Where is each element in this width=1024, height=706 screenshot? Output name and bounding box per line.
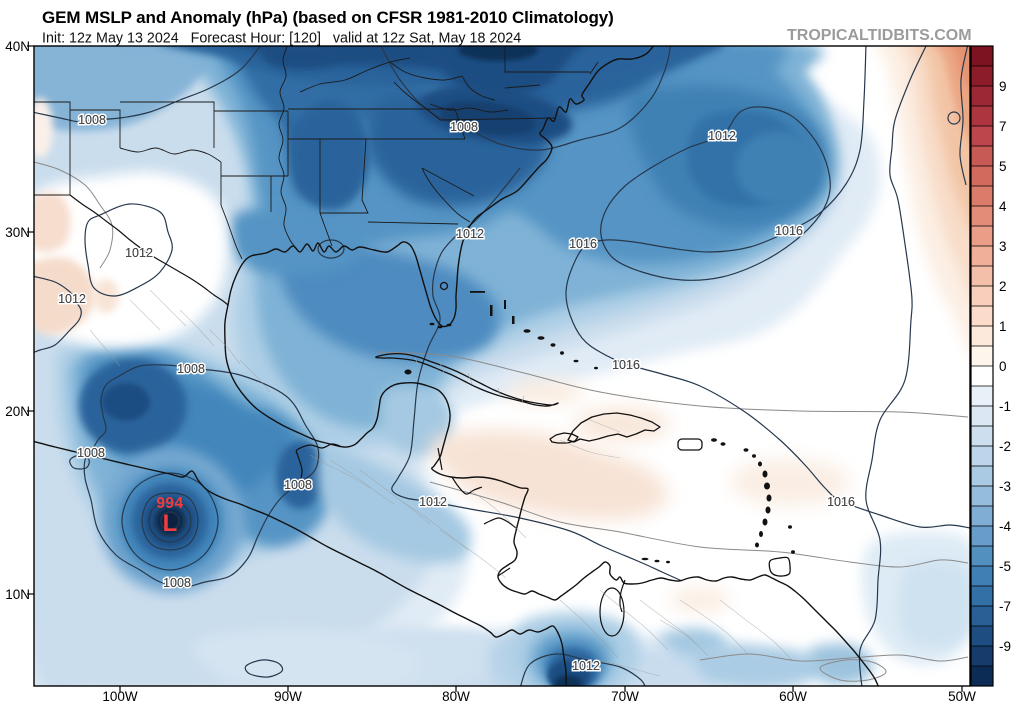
svg-text:1: 1 (999, 319, 1007, 334)
svg-text:1008: 1008 (450, 120, 478, 134)
svg-text:7: 7 (999, 119, 1007, 134)
svg-text:-1: -1 (999, 399, 1011, 414)
svg-text:1008: 1008 (177, 362, 205, 376)
svg-text:1012: 1012 (708, 129, 736, 143)
svg-text:1008: 1008 (163, 576, 191, 590)
svg-text:1008: 1008 (284, 478, 312, 492)
svg-text:1008: 1008 (284, 478, 312, 492)
svg-text:1012: 1012 (58, 292, 86, 306)
svg-text:50W: 50W (948, 689, 976, 704)
svg-text:20N: 20N (5, 404, 30, 419)
svg-text:1016: 1016 (827, 495, 855, 509)
svg-text:-9: -9 (999, 639, 1011, 654)
svg-text:-3: -3 (999, 479, 1011, 494)
svg-text:L: L (163, 510, 178, 537)
svg-text:-5: -5 (999, 559, 1011, 574)
svg-text:40N: 40N (5, 39, 30, 54)
svg-text:1008: 1008 (77, 446, 105, 460)
svg-text:1008: 1008 (78, 113, 106, 127)
svg-text:2: 2 (999, 279, 1007, 294)
svg-text:1016: 1016 (775, 224, 803, 238)
svg-text:30N: 30N (5, 225, 30, 240)
svg-text:-2: -2 (999, 439, 1011, 454)
svg-text:1012: 1012 (708, 129, 736, 143)
svg-text:1008: 1008 (77, 446, 105, 460)
svg-text:1016: 1016 (775, 224, 803, 238)
svg-text:1012: 1012 (572, 659, 600, 673)
svg-text:4: 4 (999, 199, 1007, 214)
svg-text:0: 0 (999, 359, 1007, 374)
svg-text:1012: 1012 (125, 246, 153, 260)
svg-text:100W: 100W (102, 689, 138, 704)
svg-text:1016: 1016 (569, 237, 597, 251)
svg-text:60W: 60W (779, 689, 807, 704)
svg-text:1008: 1008 (163, 576, 191, 590)
svg-text:1012: 1012 (419, 495, 447, 509)
svg-text:9: 9 (999, 79, 1007, 94)
svg-text:1008: 1008 (450, 120, 478, 134)
svg-text:1012: 1012 (125, 246, 153, 260)
svg-text:1016: 1016 (569, 237, 597, 251)
svg-text:1012: 1012 (58, 292, 86, 306)
svg-text:-7: -7 (999, 599, 1011, 614)
svg-text:5: 5 (999, 159, 1007, 174)
svg-text:3: 3 (999, 239, 1007, 254)
svg-text:90W: 90W (274, 689, 302, 704)
svg-text:TROPICALTIDBITS.COM: TROPICALTIDBITS.COM (787, 27, 972, 44)
svg-text:1016: 1016 (612, 358, 640, 372)
svg-text:-4: -4 (999, 519, 1011, 534)
svg-text:80W: 80W (442, 689, 470, 704)
svg-text:1012: 1012 (419, 495, 447, 509)
svg-text:Init: 12z May 13 2024 Foreca: Init: 12z May 13 2024 Forecast Hour: [12… (42, 31, 521, 47)
svg-text:1016: 1016 (827, 495, 855, 509)
svg-text:1012: 1012 (456, 227, 484, 241)
svg-text:1012: 1012 (456, 227, 484, 241)
svg-text:1016: 1016 (612, 358, 640, 372)
svg-text:994: 994 (156, 495, 183, 512)
svg-text:1008: 1008 (78, 113, 106, 127)
svg-text:1012: 1012 (572, 659, 600, 673)
svg-text:10N: 10N (5, 587, 30, 602)
svg-text:1008: 1008 (177, 362, 205, 376)
svg-text:GEM MSLP and Anomaly (hPa) (ba: GEM MSLP and Anomaly (hPa) (based on CFS… (42, 8, 614, 27)
svg-text:70W: 70W (611, 689, 639, 704)
